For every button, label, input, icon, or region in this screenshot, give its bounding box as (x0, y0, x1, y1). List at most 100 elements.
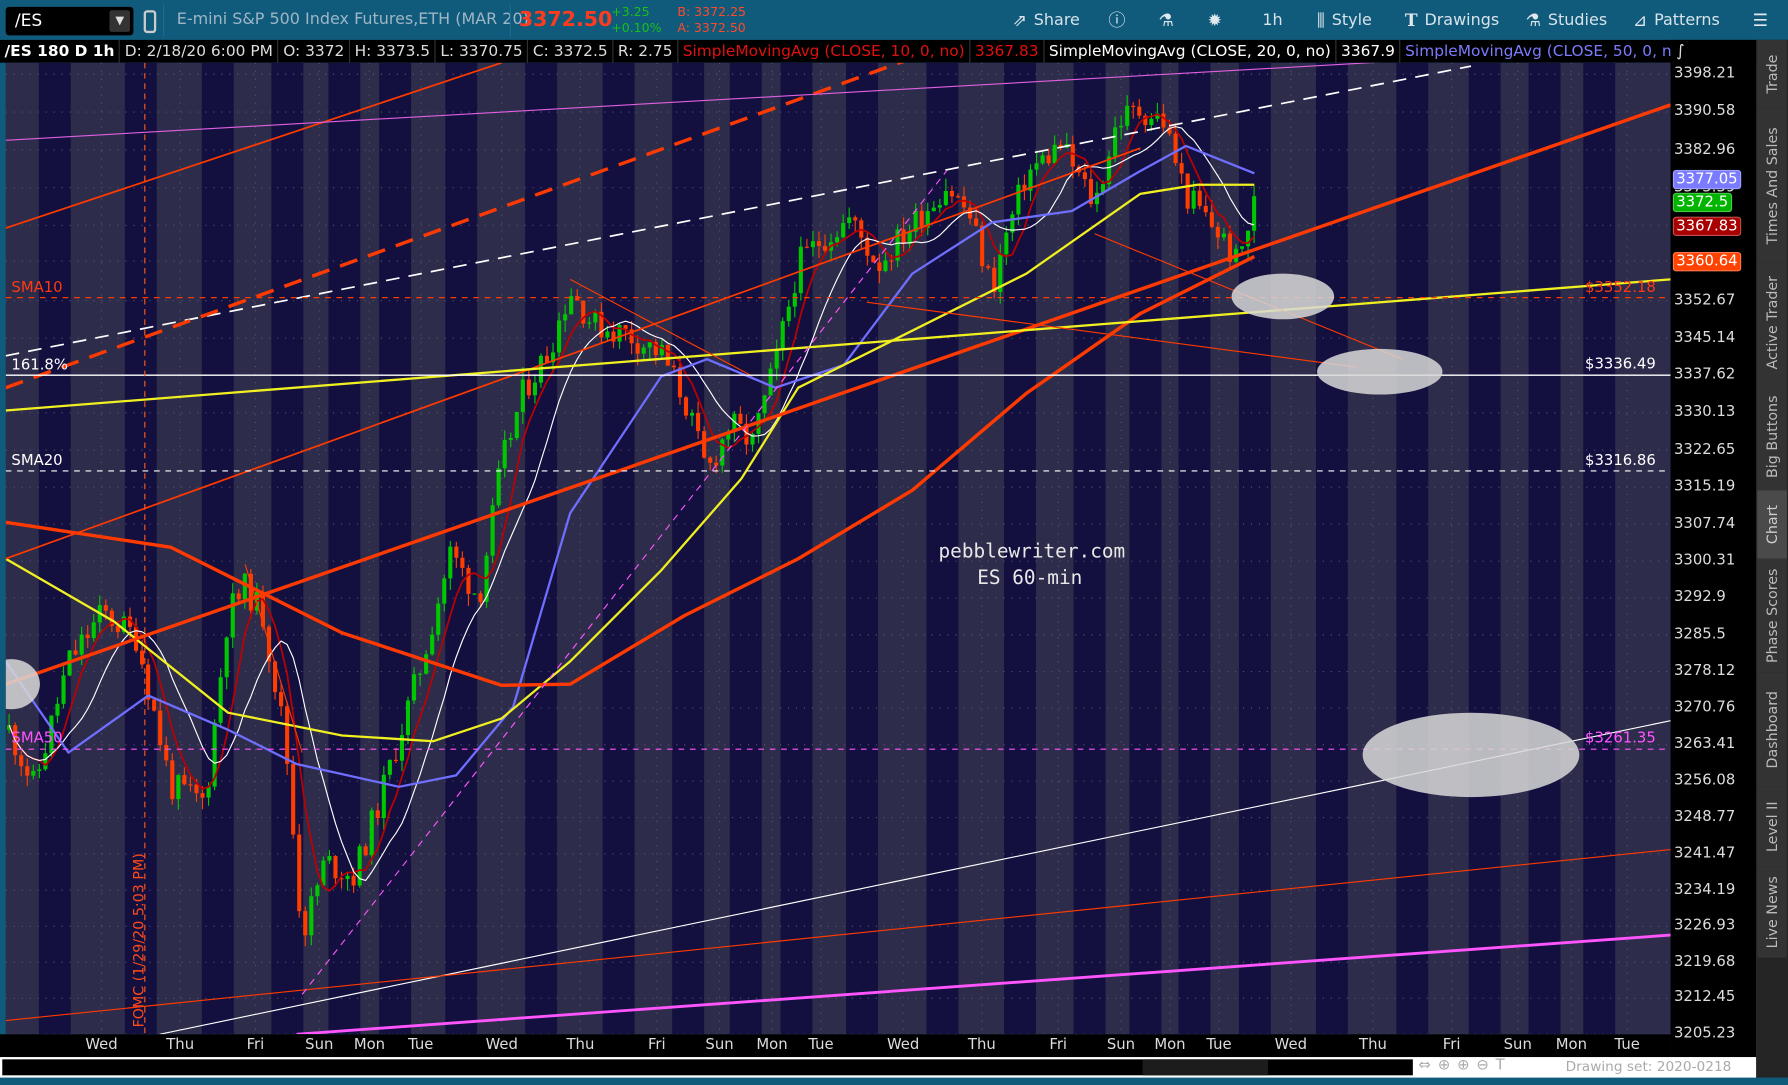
side-tab-label: Big Buttons (1763, 394, 1781, 478)
studies-button[interactable]: ⚗ Studies (1526, 0, 1607, 40)
night-session-stripe (1583, 62, 1616, 1035)
zoom-out-icon[interactable]: ⊖ (1476, 1057, 1496, 1075)
sma10-study[interactable]: SimpleMovingAvg (CLOSE, 10, 0, no) (678, 39, 971, 63)
red-trendline (5, 848, 1671, 1022)
night-session-stripe (1315, 62, 1348, 1035)
patterns-icon: ⊿ (1632, 9, 1648, 31)
style-button[interactable]: ⫼ Style (1317, 0, 1372, 40)
time-axis-label: Thu (1359, 1036, 1387, 1054)
side-panel-tabs: Trade Times And Sales Active Trader Big But… (1756, 39, 1788, 1078)
candle-body (1125, 105, 1130, 126)
time-axis[interactable]: Wed Thu Fri Sun Mon Tue Wed Thu Fri Sun Mon Tue Wed T… (0, 1034, 1671, 1058)
chart-plot-area[interactable]: SMA10 $3352.18 161.8% $3336.49 SMA20 $33… (5, 62, 1671, 1035)
side-tab-live-news[interactable]: Live News (1757, 866, 1787, 960)
night-session-stripe (124, 62, 157, 1035)
pan-icon[interactable]: ⇔ (1418, 1057, 1438, 1075)
patterns-button[interactable]: ⊿ Patterns (1633, 0, 1720, 40)
symbol-input[interactable]: /ES ▼ (5, 6, 134, 36)
price-tick-label: 3300.31 (1673, 552, 1736, 570)
candle-body (448, 546, 453, 579)
gear-icon: ✹ (1207, 9, 1222, 31)
candle-body (285, 706, 290, 764)
side-tab-label: Level II (1763, 801, 1781, 853)
candle-body (502, 439, 507, 469)
time-axis-label: Wed (85, 1036, 118, 1054)
candle-body (738, 413, 743, 424)
crosshair-icon[interactable]: ⊕ (1437, 1057, 1458, 1075)
chevron-down-icon[interactable]: ▼ (109, 10, 130, 32)
timeframe-label: 1h (1262, 10, 1283, 30)
candle-body (683, 397, 689, 416)
candle-body (206, 786, 211, 798)
candle-body (1185, 173, 1190, 209)
side-tab-active-trader[interactable]: Active Trader (1757, 262, 1787, 384)
time-axis-label: Tue (1614, 1036, 1640, 1054)
candle-body (901, 229, 906, 244)
candle-body (617, 325, 622, 342)
candle-body (490, 505, 495, 556)
time-axis-label: Sun (705, 1036, 734, 1054)
candle-body (466, 567, 471, 594)
bar-close: C: 3372.5 (528, 39, 614, 63)
price-tick-label: 3205.23 (1673, 1025, 1736, 1043)
candle-body (690, 412, 695, 416)
candle-body (1022, 184, 1027, 191)
candle-body (853, 217, 858, 221)
white-dashed-trendline (5, 65, 1472, 357)
candle-body (1046, 155, 1051, 164)
time-axis-label: Thu (166, 1036, 195, 1054)
side-tab-big-buttons[interactable]: Big Buttons (1757, 382, 1787, 492)
text-t-icon[interactable]: T (1495, 1057, 1512, 1075)
candle-body (889, 260, 894, 262)
sma20-study[interactable]: SimpleMovingAvg (CLOSE, 20, 0, no) (1044, 39, 1337, 63)
flask-button[interactable]: ⚗ (1159, 0, 1174, 40)
candle-body (1155, 113, 1160, 119)
share-button[interactable]: ⇗ Share (1013, 0, 1080, 40)
price-tick-label: 3226.93 (1673, 917, 1736, 935)
price-axis[interactable]: ∫ 3398.213390.583382.963375.393367.83336… (1670, 39, 1757, 1058)
time-axis-label: Fri (246, 1036, 265, 1054)
price-chart[interactable] (5, 62, 1671, 1035)
candle-body (726, 431, 731, 440)
candle-body (569, 296, 574, 315)
candle-body (315, 885, 320, 897)
candle-body (544, 355, 550, 363)
candle-body (236, 593, 241, 600)
side-tab-level-ii[interactable]: Level II (1757, 786, 1787, 868)
side-tab-chart[interactable]: Chart (1757, 490, 1787, 560)
orange-channel-line (5, 62, 503, 229)
candle-body (272, 661, 278, 693)
bar-low: L: 3370.75 (436, 39, 529, 63)
candle-body (291, 763, 296, 835)
menu-button[interactable]: ☰ (1753, 0, 1768, 40)
timeframe-button[interactable]: 1h (1262, 0, 1282, 40)
link-icon[interactable] (143, 10, 157, 34)
candle-body (260, 591, 266, 627)
side-tab-trade[interactable]: Trade (1757, 39, 1787, 110)
scrollbar-thumb[interactable] (1142, 1059, 1269, 1076)
scale-icon[interactable]: ∫ (1676, 42, 1685, 61)
candle-body (405, 700, 411, 736)
chart-info-bar: /ES 180 D 1h D: 2/18/20 6:00 PM O: 3372 H: … (0, 39, 1788, 63)
time-axis-label: Wed (485, 1036, 518, 1054)
candle-body (152, 699, 157, 711)
sma50-study[interactable]: SimpleMovingAvg (CLOSE, 50, 0, no) (1401, 39, 1693, 63)
bar-date: D: 2/18/20 6:00 PM (120, 39, 279, 63)
side-tab-phase-scores[interactable]: Phase Scores (1757, 558, 1787, 674)
info-icon: ⓘ (1108, 9, 1126, 31)
drawing-set-label[interactable]: Drawing set: 2020-0218 (1565, 1058, 1732, 1075)
orange-support-trendline (5, 103, 1671, 686)
candle-body (146, 664, 151, 700)
candle-body (1173, 133, 1178, 164)
horizontal-scrollbar[interactable] (2, 1059, 1413, 1076)
candle-body (1179, 163, 1184, 174)
settings-button[interactable]: ✹ (1208, 0, 1222, 40)
sma50-line (5, 144, 1255, 788)
side-tab-times-and-sales[interactable]: Times And Sales (1757, 108, 1787, 264)
candle-body (1191, 190, 1196, 209)
candle-body (1076, 166, 1081, 173)
drawings-button[interactable]: T Drawings (1405, 0, 1499, 40)
info-button[interactable]: ⓘ (1108, 0, 1125, 40)
side-tab-dashboard[interactable]: Dashboard (1757, 672, 1787, 788)
zoom-in-icon[interactable]: ⊕ (1457, 1057, 1477, 1075)
